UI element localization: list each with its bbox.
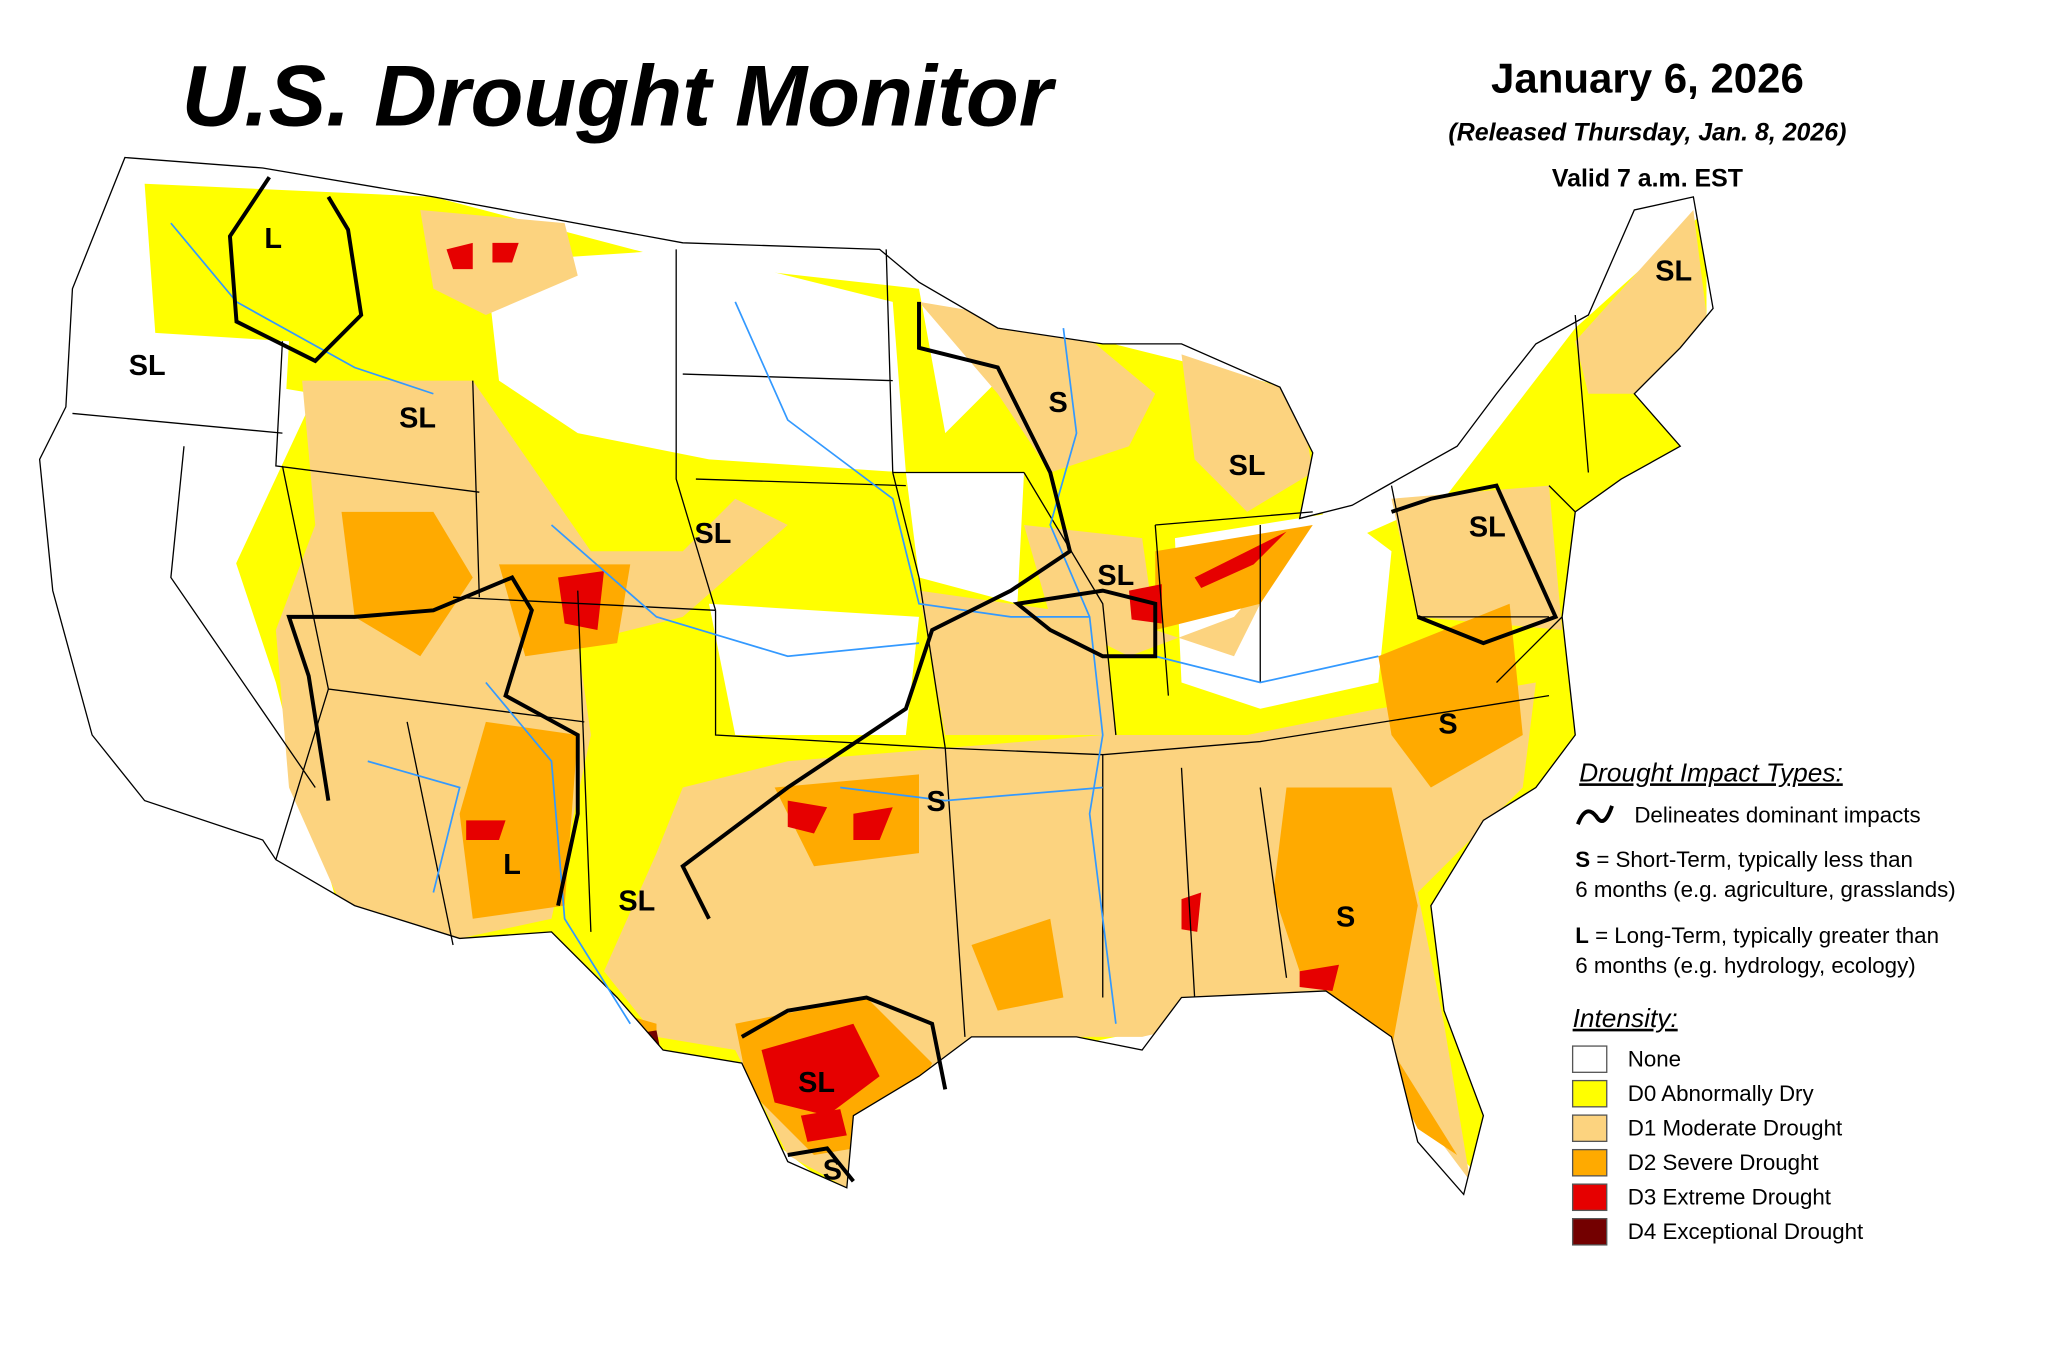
impact-label: SL: [1229, 450, 1266, 482]
legend-swatch: [1571, 1114, 1608, 1143]
legend-intensity-title: Intensity:: [1573, 1003, 1678, 1033]
legend-long-term-2: 6 months (e.g. hydrology, ecology): [1575, 953, 1915, 978]
legend-short-term-2: 6 months (e.g. agriculture, grasslands): [1575, 877, 1955, 902]
legend-short-text: = Short-Term, typically less than: [1590, 847, 1913, 872]
legend-category: D3 Extreme Drought: [1628, 1184, 1832, 1209]
impact-labels: L SL SL SL S SL SL SL SL S S L SL S SL S: [129, 223, 1692, 1187]
impact-lines: [227, 176, 1559, 1183]
impact-label: S: [823, 1155, 842, 1187]
legend-swatch: [1571, 1218, 1608, 1246]
legend-short-term: S = Short-Term, typically less than: [1575, 847, 1913, 872]
impact-line-icon: [1576, 805, 1614, 825]
legend-category: D2 Severe Drought: [1628, 1150, 1820, 1175]
impact-label: SL: [618, 886, 655, 918]
impact-label: SL: [1655, 256, 1692, 288]
impact-label: SL: [1469, 512, 1506, 544]
legend-long-key: L: [1575, 923, 1589, 948]
impact-label: L: [264, 223, 282, 255]
legend-swatch: [1571, 1148, 1608, 1177]
impact-label: S: [1336, 901, 1355, 933]
title: U.S. Drought Monitor: [182, 48, 1057, 144]
legend-category: None: [1628, 1046, 1681, 1071]
impact-label: SL: [798, 1067, 835, 1099]
state-borders: [38, 156, 1714, 1196]
impact-label: S: [926, 786, 945, 818]
release-date: (Released Thursday, Jan. 8, 2026): [1448, 118, 1846, 146]
legend-swatch: [1571, 1183, 1608, 1212]
impact-label: SL: [1097, 560, 1134, 592]
legend-impact-title: Drought Impact Types:: [1579, 757, 1843, 787]
legend-category: D0 Abnormally Dry: [1628, 1081, 1815, 1106]
impact-label: S: [1438, 708, 1457, 740]
legend-category: D4 Exceptional Drought: [1628, 1219, 1864, 1244]
legend-long-term: L = Long-Term, typically greater than: [1575, 923, 1939, 948]
legend-delineates: Delineates dominant impacts: [1634, 802, 1920, 827]
impact-label: SL: [129, 350, 166, 382]
valid-time: Valid 7 a.m. EST: [1552, 164, 1743, 192]
rivers: [170, 222, 1379, 1025]
legend-long-text: = Long-Term, typically greater than: [1589, 923, 1939, 948]
drought-areas: [52, 183, 1707, 1195]
impact-label: SL: [399, 403, 436, 435]
impact-label: S: [1049, 387, 1068, 419]
impact-label: SL: [694, 518, 731, 550]
impact-label: L: [503, 849, 521, 881]
legend-short-key: S: [1575, 847, 1590, 872]
legend-swatch: [1571, 1079, 1608, 1108]
legend-swatch: [1571, 1045, 1608, 1073]
legend: Drought Impact Types: Delineates dominan…: [1571, 757, 1956, 1246]
legend-category: D1 Moderate Drought: [1628, 1115, 1843, 1140]
map: L SL SL SL S SL SL SL SL S S L SL S SL S: [38, 156, 1714, 1196]
map-date: January 6, 2026: [1491, 54, 1804, 101]
